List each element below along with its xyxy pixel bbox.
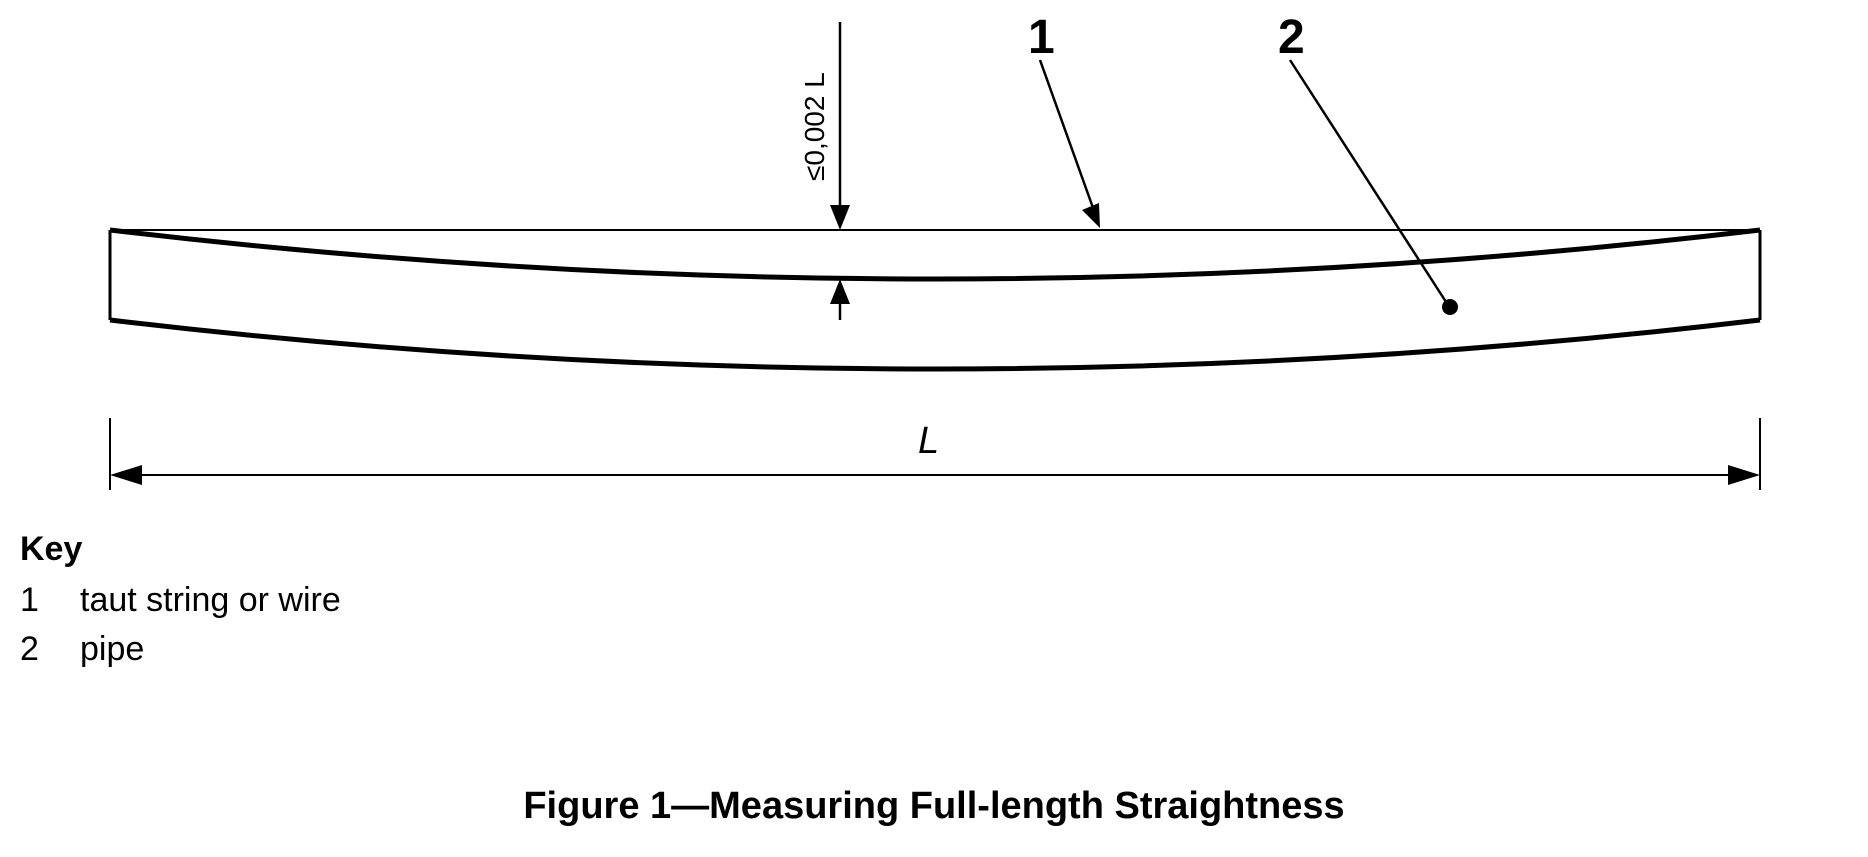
key-heading: Key [20, 530, 341, 569]
key-item-2-num: 2 [20, 630, 50, 669]
figure-caption: Figure 1—Measuring Full-length Straightn… [0, 785, 1868, 828]
key-section: Key 1 taut string or wire 2 pipe [20, 530, 341, 679]
gap-arrow-top-head [830, 205, 850, 230]
tolerance-label: ≤0,002 L [799, 61, 831, 181]
callout-2-dot [1442, 299, 1458, 315]
key-item-2: 2 pipe [20, 630, 341, 669]
length-dim-right-head [1728, 465, 1760, 485]
length-label: L [918, 420, 939, 463]
callout-1-arrowhead [1082, 203, 1100, 228]
key-item-1-num: 1 [20, 581, 50, 620]
callout-1-leader [1040, 60, 1097, 219]
diagram-container: ≤0,002 L 1 2 L Key 1 taut string or wire… [0, 0, 1868, 857]
key-item-2-desc: pipe [80, 630, 144, 669]
callout-1-number: 1 [1028, 10, 1055, 65]
gap-arrow-bottom-head [830, 279, 850, 304]
callout-2-number: 2 [1278, 10, 1305, 65]
key-item-1-desc: taut string or wire [80, 581, 341, 620]
pipe-bottom-curve [110, 320, 1760, 369]
pipe-top-curve [110, 230, 1760, 279]
length-dim-left-head [110, 465, 142, 485]
key-item-1: 1 taut string or wire [20, 581, 341, 620]
